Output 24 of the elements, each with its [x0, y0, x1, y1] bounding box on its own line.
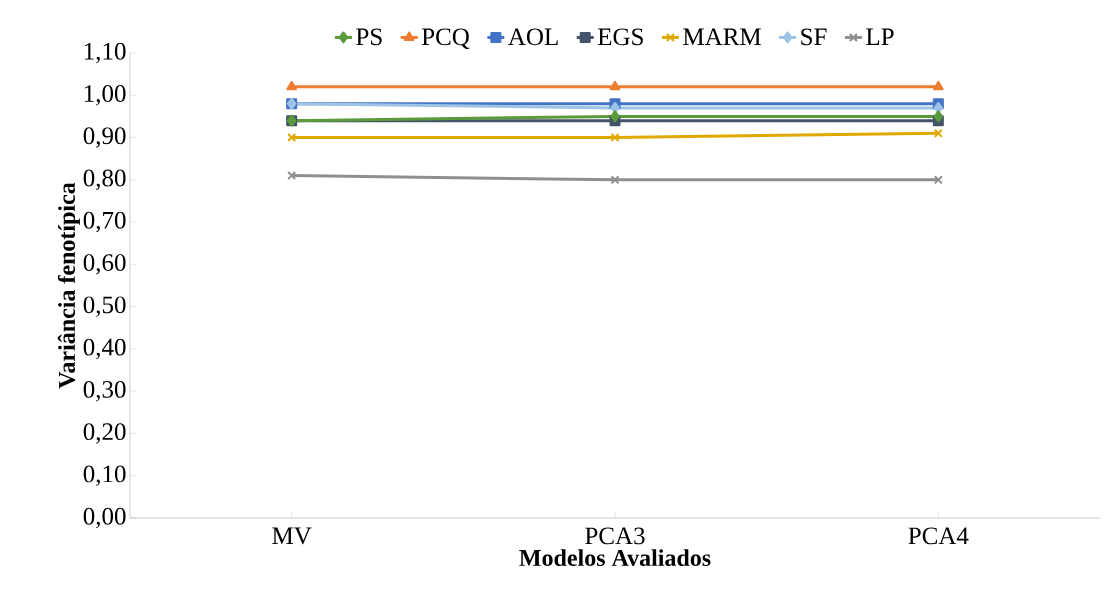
- y-tick-label: 0,20: [83, 423, 126, 444]
- y-tick-label: 0,00: [83, 507, 126, 529]
- y-tick-label: 0,30: [83, 380, 126, 402]
- y-tick-label: 0,70: [83, 211, 126, 233]
- x-axis-title: Modelos Avaliados: [519, 549, 711, 567]
- y-tick-label: 0,60: [83, 254, 126, 275]
- y-tick-label: 1,00: [84, 85, 126, 106]
- y-tick-label: 0,40: [83, 338, 126, 360]
- x-tick-label: PCA3: [585, 527, 645, 545]
- y-tick-label: 0,80: [83, 169, 126, 191]
- y-tick-label: 0,90: [83, 127, 126, 148]
- legend-label: MARM: [683, 28, 761, 45]
- legend-label: EGS: [597, 28, 643, 46]
- legend-label: PS: [356, 28, 382, 46]
- y-tick-label: 0,50: [83, 296, 126, 317]
- legend-label: LP: [866, 28, 894, 45]
- legend-label: PCQ: [421, 28, 470, 50]
- x-tick-label: PCA4: [908, 527, 969, 545]
- y-tick-label: 1,10: [84, 42, 126, 64]
- legend-label: AOL: [508, 28, 558, 46]
- y-axis-title: Variância fenotípica: [57, 182, 80, 389]
- y-tick-label: 0,10: [83, 465, 126, 486]
- x-tick-label: MV: [272, 527, 312, 545]
- legend-label: SF: [801, 28, 827, 46]
